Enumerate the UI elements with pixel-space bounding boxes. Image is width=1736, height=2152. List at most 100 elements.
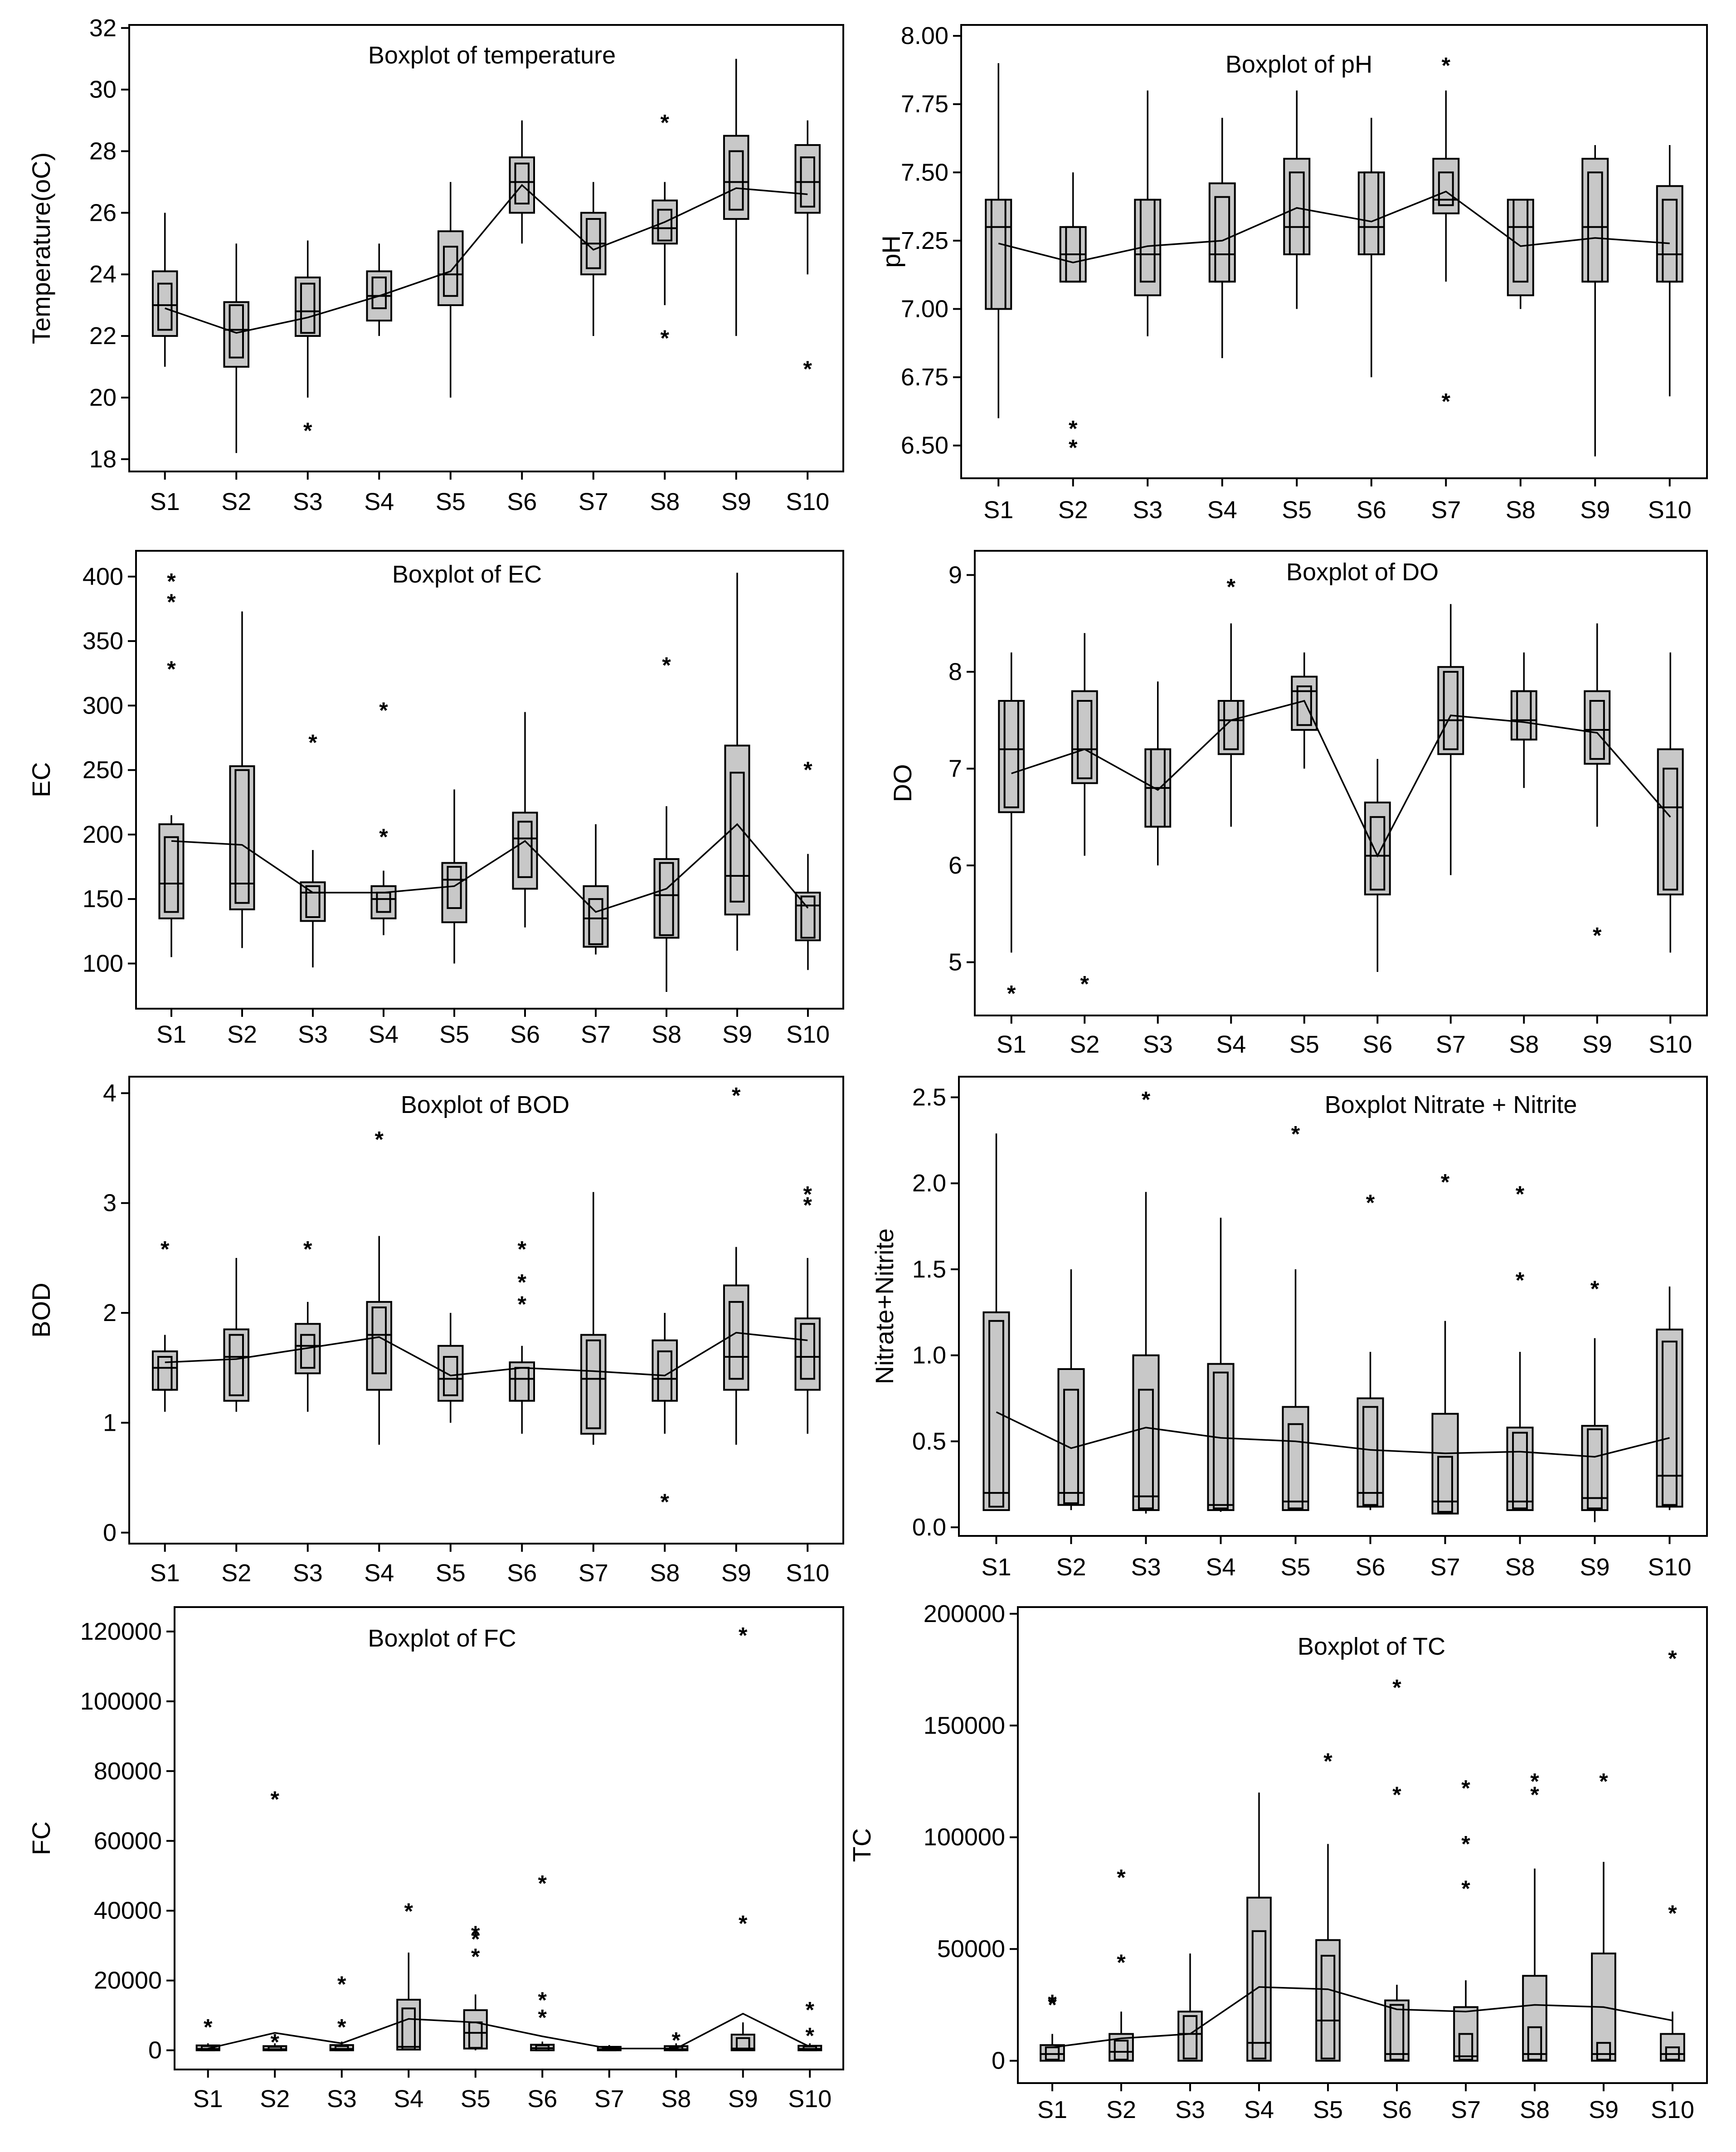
outlier-marker: * bbox=[379, 824, 388, 850]
box-S5 bbox=[437, 1313, 464, 1423]
box-S1: *** bbox=[158, 569, 185, 957]
box-S2: * bbox=[1071, 633, 1098, 996]
y-axis-label: BOD bbox=[27, 1282, 55, 1337]
iqr-box bbox=[583, 885, 609, 948]
iqr-box bbox=[1431, 1413, 1459, 1515]
mean-connect-line bbox=[996, 1411, 1670, 1458]
box-S9: * bbox=[1584, 623, 1611, 948]
median-ci-box bbox=[1114, 2040, 1129, 2061]
y-tick-label: 24 bbox=[89, 261, 117, 288]
median-ci-box bbox=[1596, 2042, 1611, 2061]
iqr-box bbox=[580, 1334, 607, 1435]
median-ci-box bbox=[157, 282, 173, 331]
median-ci-box bbox=[1362, 1406, 1378, 1506]
outlier-marker: * bbox=[471, 1926, 480, 1952]
box-S4: ** bbox=[370, 698, 397, 935]
box-S1 bbox=[151, 213, 178, 367]
y-tick-label: 7.75 bbox=[901, 91, 948, 118]
outlier-marker: * bbox=[303, 418, 312, 443]
y-tick-label: 7.25 bbox=[901, 227, 948, 254]
x-tick-label: S1 bbox=[156, 1021, 186, 1048]
box-S8: * bbox=[653, 653, 680, 992]
box-S9: * bbox=[1581, 1276, 1609, 1522]
box-S10: ** bbox=[1660, 1646, 1685, 2062]
x-tick-label: S10 bbox=[1648, 496, 1692, 524]
box-S3: * bbox=[1132, 1087, 1160, 1514]
y-tick-label: 350 bbox=[83, 627, 123, 655]
x-tick-label: S2 bbox=[1070, 1031, 1099, 1058]
outlier-marker: * bbox=[739, 1623, 748, 1648]
median-ci-box bbox=[1363, 171, 1380, 256]
y-tick-label: 4 bbox=[103, 1079, 117, 1107]
x-tick-label: S6 bbox=[1362, 1031, 1392, 1058]
outlier-marker: * bbox=[662, 653, 671, 678]
median-ci-box bbox=[305, 885, 321, 918]
median-ci-box bbox=[800, 895, 816, 939]
iqr-box bbox=[1584, 690, 1611, 765]
x-tick-label: S8 bbox=[650, 488, 680, 515]
median-ci-box bbox=[1662, 1341, 1678, 1506]
iqr-box bbox=[1357, 171, 1385, 256]
iqr-box bbox=[151, 270, 178, 337]
box-S8: ** bbox=[1506, 1181, 1534, 1511]
x-tick-label: S5 bbox=[1289, 1031, 1319, 1058]
outlier-marker: * bbox=[167, 569, 176, 594]
chart-panel-5: Boxplot of BOD BOD 0 1 2 3 4 S1 S2 S3 S4 S5 S6 S7 S8 S9… bbox=[27, 1076, 844, 1587]
y-tick-label: 2.0 bbox=[912, 1170, 946, 1197]
iqr-box bbox=[982, 1311, 1010, 1511]
chart-panel-6: Boxplot Nitrate + Nitrite Nitrate+Nitrite… bbox=[870, 1076, 1708, 1581]
outlier-marker: * bbox=[271, 1787, 280, 1812]
outlier-marker: * bbox=[806, 2023, 815, 2049]
iqr-box bbox=[1071, 690, 1098, 784]
outlier-marker: * bbox=[1392, 1782, 1401, 1807]
outlier-marker: * bbox=[1291, 1121, 1300, 1146]
iqr-box bbox=[223, 1328, 250, 1402]
y-tick-label: 250 bbox=[83, 757, 123, 784]
outlier-marker: * bbox=[661, 110, 670, 136]
box-S7 bbox=[583, 824, 609, 955]
box-S5 bbox=[1283, 90, 1311, 309]
x-tick-label: S7 bbox=[1436, 1031, 1466, 1058]
y-tick-label: 2 bbox=[103, 1299, 117, 1326]
box-S4 bbox=[1246, 1793, 1272, 2062]
chart-panel-3: Boxplot of EC EC 100 150 200 250 300 350 400 S1 S2… bbox=[27, 550, 844, 1048]
median-ci-box bbox=[659, 862, 674, 936]
iqr-box bbox=[300, 881, 326, 922]
x-tick-label: S1 bbox=[193, 2085, 223, 2113]
y-tick-label: 8.00 bbox=[901, 22, 948, 49]
box-S7 bbox=[580, 1192, 607, 1445]
median-ci-box bbox=[1370, 816, 1386, 891]
x-tick-label: S3 bbox=[1133, 496, 1162, 524]
outlier-marker: * bbox=[803, 757, 812, 782]
outlier-marker: * bbox=[404, 1899, 413, 1924]
mean-connect-line bbox=[1011, 700, 1671, 858]
x-tick-label: S6 bbox=[1355, 1554, 1385, 1581]
y-axis-label: Temperature(oC) bbox=[27, 152, 55, 344]
y-tick-label: 22 bbox=[89, 322, 117, 350]
median-ci-box bbox=[1587, 1428, 1603, 1510]
x-tick-label: S10 bbox=[1651, 2096, 1694, 2123]
plot-frame bbox=[174, 1606, 844, 2070]
median-ci-box bbox=[401, 2007, 416, 2050]
box-S10 bbox=[1657, 652, 1684, 953]
x-tick-label: S5 bbox=[461, 2085, 491, 2113]
x-tick-label: S7 bbox=[1451, 2096, 1481, 2123]
box-S8: ** bbox=[1522, 1769, 1547, 2062]
box-S5: * bbox=[1282, 1121, 1309, 1511]
median-ci-box bbox=[443, 1356, 458, 1396]
median-ci-box bbox=[1214, 196, 1230, 283]
box-S2: ** bbox=[263, 1787, 287, 2055]
chart-panel-1: Boxplot of temperature Temperature(oC) 18 2… bbox=[27, 15, 844, 515]
outlier-marker: * bbox=[538, 2005, 547, 2031]
y-tick-label: 30 bbox=[89, 76, 117, 103]
median-ci-box bbox=[164, 836, 179, 913]
mean-connect-line bbox=[1052, 1986, 1673, 2048]
box-S5 bbox=[441, 789, 467, 964]
box-S9 bbox=[723, 58, 749, 336]
y-tick-label: 100 bbox=[83, 950, 123, 977]
y-tick-label: 6 bbox=[948, 852, 962, 879]
outlier-marker: * bbox=[732, 1083, 741, 1108]
x-tick-label: S3 bbox=[298, 1021, 328, 1048]
y-tick-label: 80000 bbox=[94, 1758, 162, 1785]
median-ci-box bbox=[729, 772, 745, 903]
